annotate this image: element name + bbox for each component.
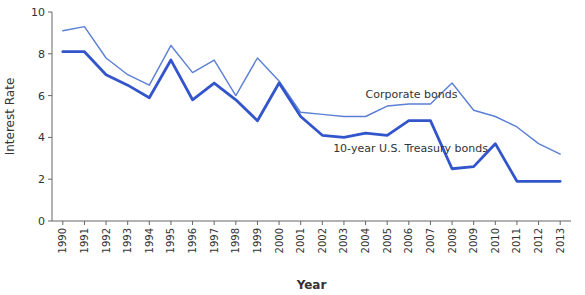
annotation: Corporate bonds — [366, 88, 458, 101]
y-tick — [48, 53, 52, 54]
x-tick — [106, 221, 107, 225]
x-tick-label: 2005 — [382, 228, 393, 253]
x-tick — [127, 221, 128, 225]
annotation: 10-year U.S. Treasury bonds — [333, 142, 488, 155]
y-tick-label: 0 — [38, 215, 45, 228]
x-tick-label: 1995 — [165, 228, 176, 253]
x-tick-label: 2012 — [533, 228, 544, 253]
x-tick-label: 2011 — [511, 228, 522, 253]
x-tick-label: 2009 — [468, 228, 479, 253]
series-line — [63, 52, 560, 182]
y-tick — [48, 221, 52, 222]
x-tick — [300, 221, 301, 225]
x-tick — [235, 221, 236, 225]
x-tick — [473, 221, 474, 225]
x-tick-label: 2006 — [403, 228, 414, 253]
x-tick-label: 1992 — [101, 228, 112, 253]
x-tick-label: 1994 — [144, 228, 155, 253]
x-tick — [322, 221, 323, 225]
x-tick-label: 1993 — [122, 228, 133, 253]
x-tick — [452, 221, 453, 225]
x-tick — [538, 221, 539, 225]
x-tick-label: 1990 — [57, 228, 68, 253]
x-tick — [365, 221, 366, 225]
y-axis-label: Interest Rate — [3, 78, 17, 156]
x-tick — [214, 221, 215, 225]
x-tick — [84, 221, 85, 225]
x-tick-label: 1991 — [79, 228, 90, 253]
x-axis-label: Year — [296, 278, 327, 292]
x-tick — [170, 221, 171, 225]
chart: 0 2 4 6 8 10 1990 1991 1992 1993 1994 1995 1996 1997 1… — [0, 0, 585, 295]
x-tick — [62, 221, 63, 225]
x-tick-label: 1999 — [252, 228, 263, 253]
x-tick-label: 2008 — [447, 228, 458, 253]
y-tick — [48, 179, 52, 180]
y-tick-label: 8 — [38, 48, 45, 61]
y-tick-label: 2 — [38, 173, 45, 186]
x-tick — [279, 221, 280, 225]
x-tick-label: 2003 — [338, 228, 349, 253]
x-tick — [560, 221, 561, 225]
x-tick-label: 2013 — [555, 228, 566, 253]
x-tick — [257, 221, 258, 225]
x-tick — [430, 221, 431, 225]
x-tick-label: 2001 — [295, 228, 306, 253]
y-tick-label: 10 — [31, 6, 45, 19]
x-tick — [343, 221, 344, 225]
x-tick-label: 2007 — [425, 228, 436, 253]
y-axis-line — [52, 12, 53, 221]
plot-lines — [63, 27, 560, 182]
x-tick — [387, 221, 388, 225]
x-tick-label: 1998 — [230, 228, 241, 253]
x-tick-label: 2002 — [317, 228, 328, 253]
y-tick — [48, 137, 52, 138]
y-tick-label: 4 — [38, 131, 45, 144]
x-tick-label: 2010 — [490, 228, 501, 253]
x-tick-label: 1997 — [209, 228, 220, 253]
x-tick — [495, 221, 496, 225]
x-tick-label: 2004 — [360, 228, 371, 253]
x-axis-line — [52, 221, 571, 222]
y-tick — [48, 12, 52, 13]
y-tick — [48, 95, 52, 96]
y-tick-label: 6 — [38, 90, 45, 103]
x-tick-label: 1996 — [187, 228, 198, 253]
x-tick — [192, 221, 193, 225]
x-tick — [408, 221, 409, 225]
x-tick — [149, 221, 150, 225]
x-tick-label: 2000 — [274, 228, 285, 253]
x-tick — [516, 221, 517, 225]
